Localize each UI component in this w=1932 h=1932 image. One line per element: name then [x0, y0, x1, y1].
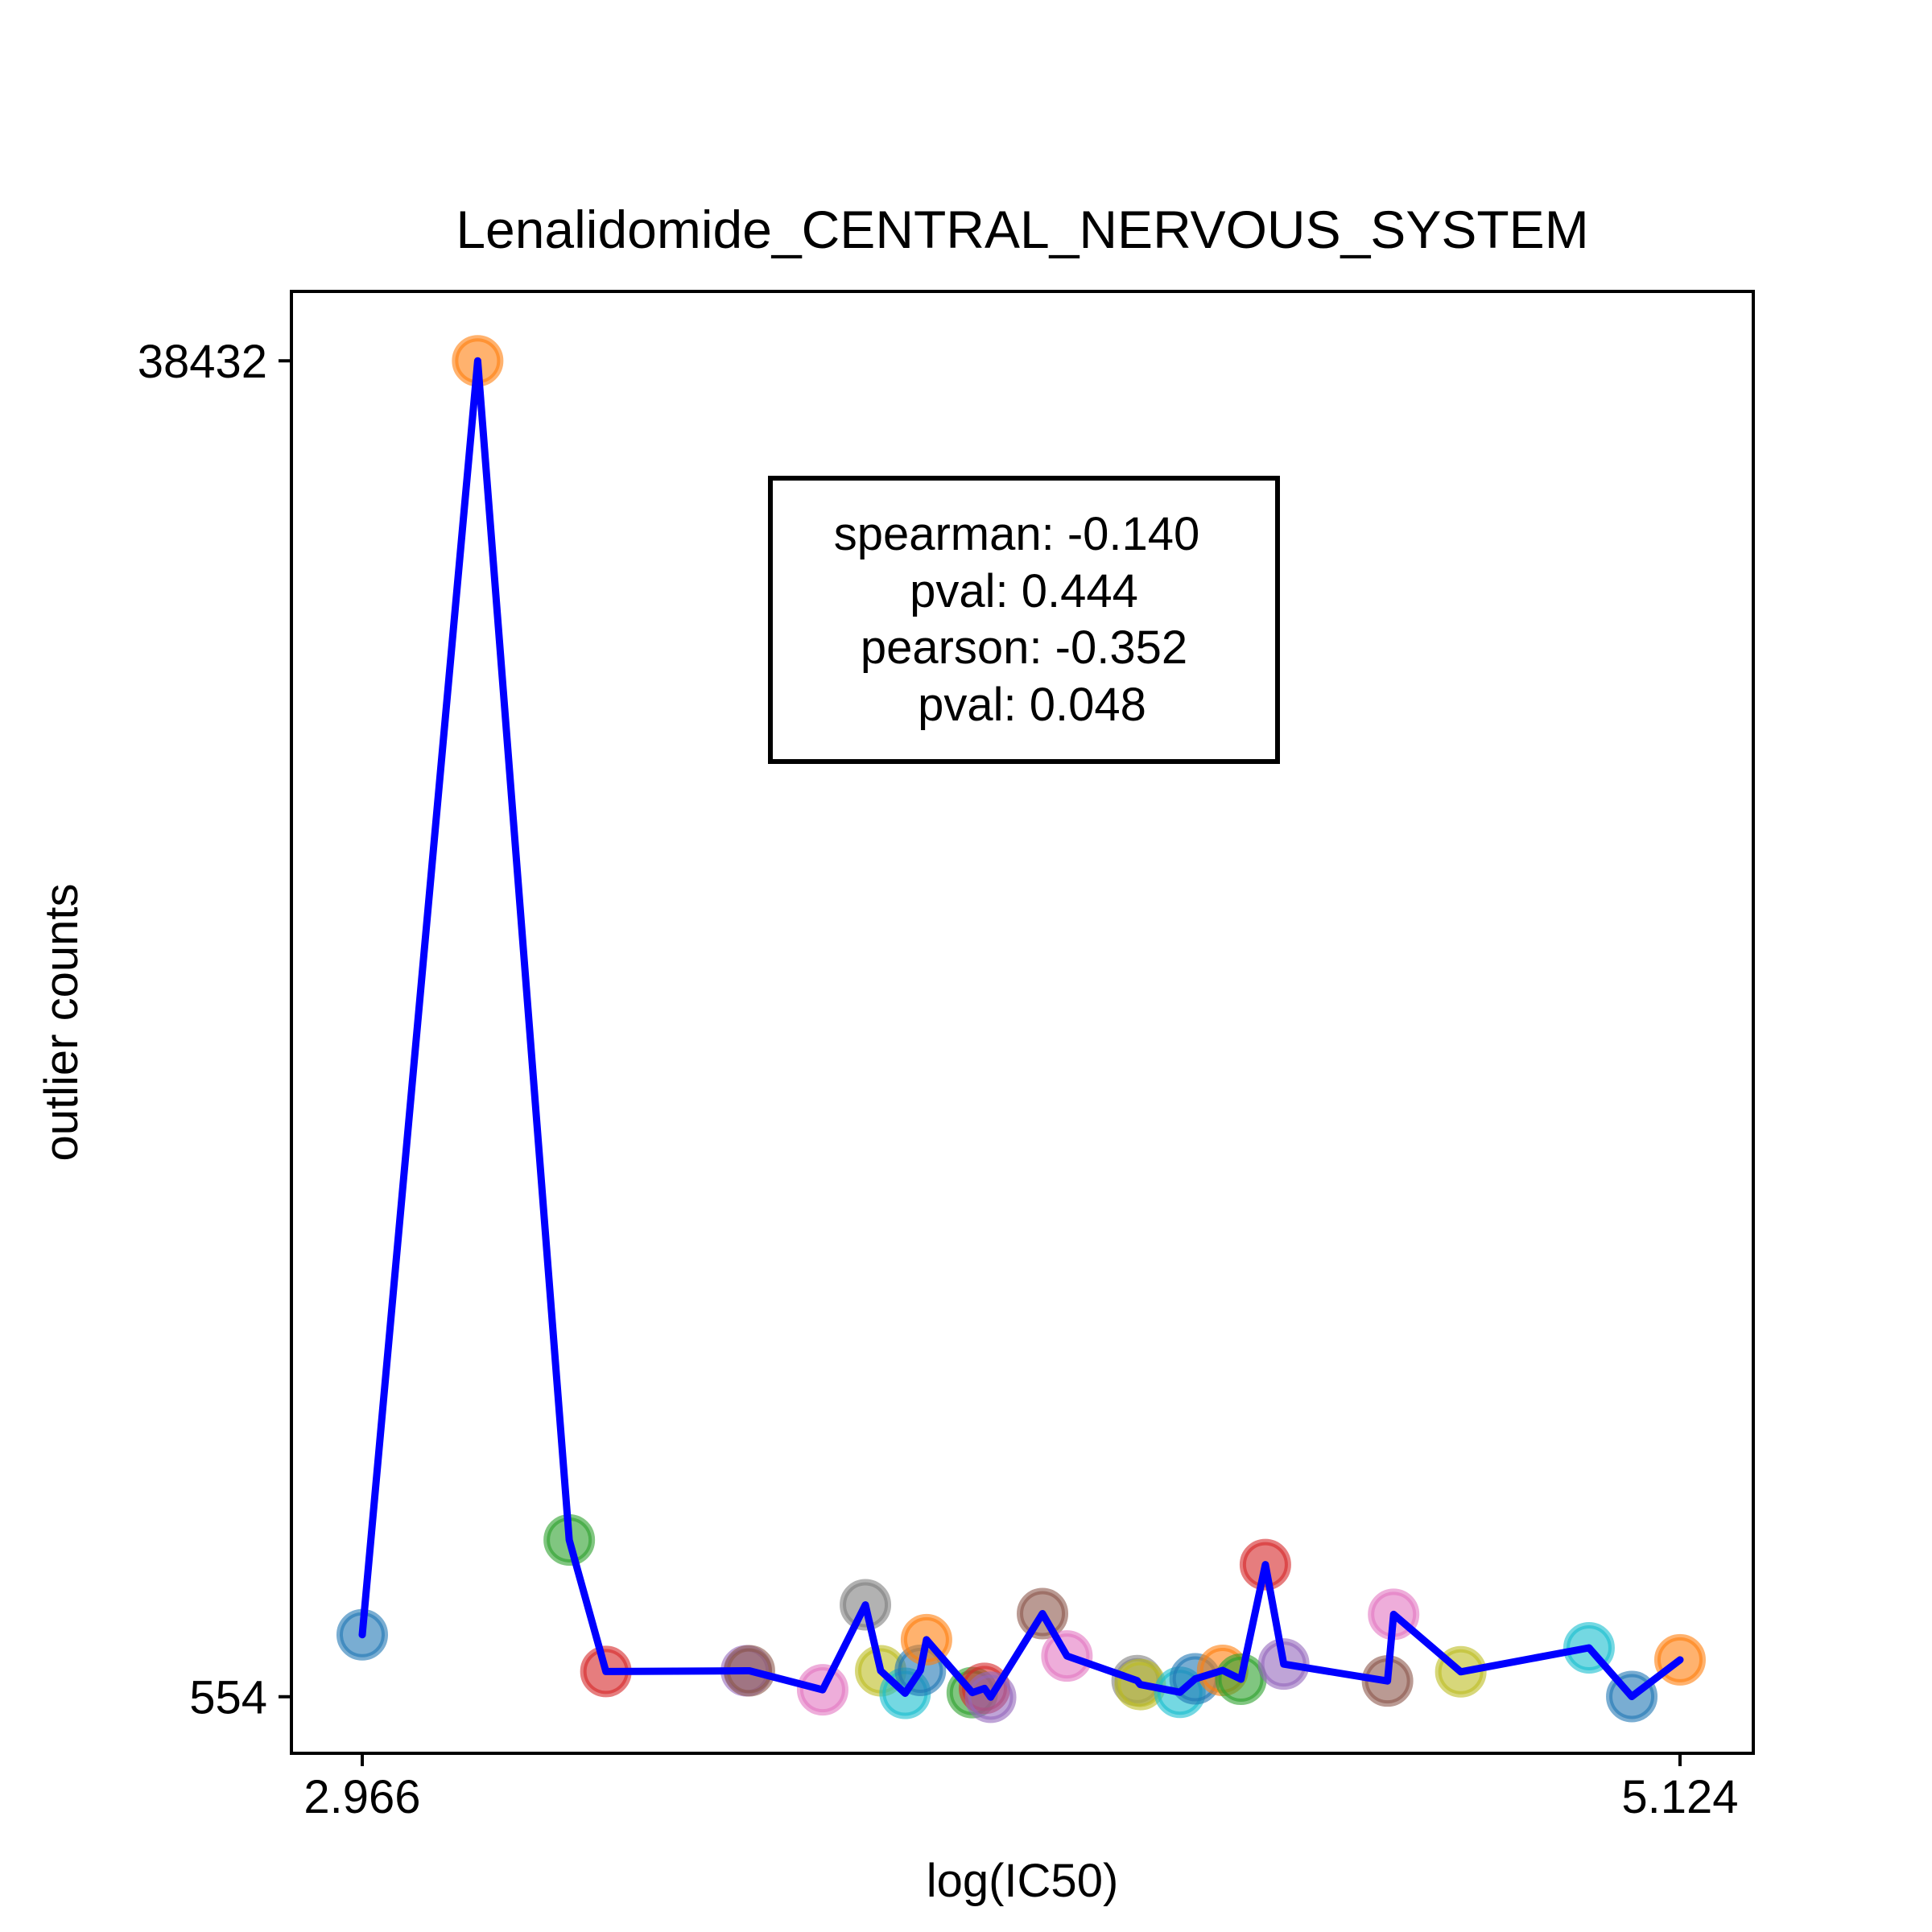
- y-axis-label: outlier counts: [35, 884, 88, 1162]
- stats-pearson-pval: pval: 0.048: [918, 679, 1146, 731]
- axes-frame: [290, 290, 1755, 1755]
- stats-pearson: pearson: -0.352: [861, 621, 1187, 674]
- x-axis-label: log(IC50): [927, 1855, 1119, 1907]
- plot-area: [336, 335, 1706, 1724]
- y-tick-label: 554: [189, 1672, 267, 1724]
- stats-box: spearman: -0.140 pval: 0.444 pearson: -0…: [768, 476, 1280, 764]
- x-tick-label: 2.966: [303, 1771, 420, 1823]
- chart-title: Lenalidomide_CENTRAL_NERVOUS_SYSTEM: [456, 200, 1588, 259]
- x-tick-label: 5.124: [1621, 1771, 1738, 1823]
- stats-spearman: spearman: -0.140: [834, 508, 1200, 560]
- axis-ticks: 2.966 5.124 554 38432: [138, 336, 1739, 1823]
- stats-spearman-pval: pval: 0.444: [910, 565, 1138, 617]
- stats-box-frame: [768, 476, 1280, 764]
- y-tick-label: 38432: [138, 336, 267, 388]
- series-line: [358, 357, 1684, 1701]
